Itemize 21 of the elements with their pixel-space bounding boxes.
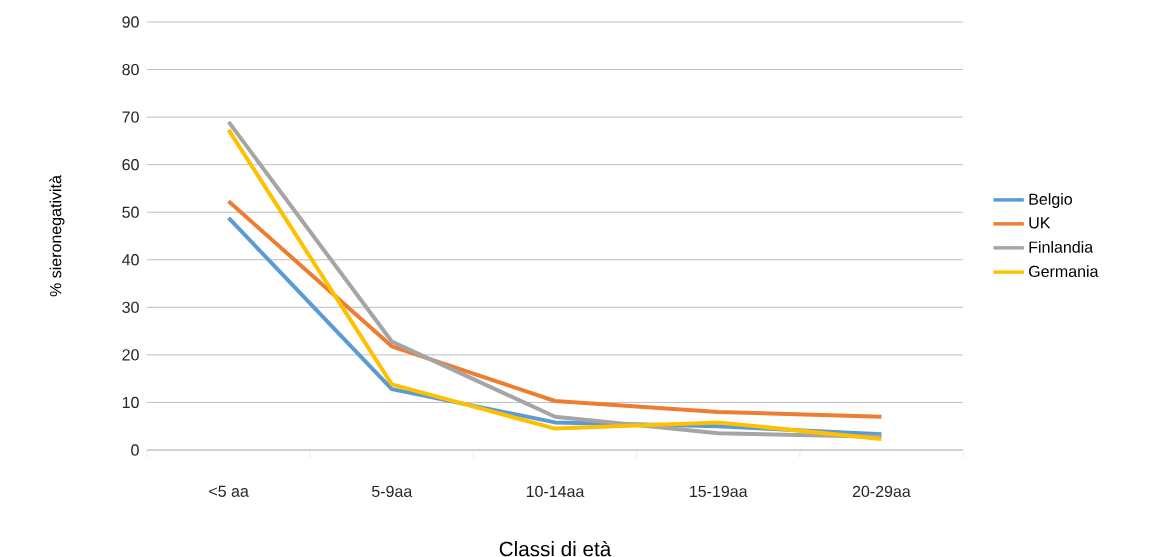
y-tick-label: 10 xyxy=(122,396,139,409)
y-tick-label: 80 xyxy=(122,63,139,76)
x-axis-title: Classi di età xyxy=(499,540,612,557)
x-tick-label: <5 aa xyxy=(209,485,249,497)
x-tick-label: 20-29aa xyxy=(852,485,911,498)
y-axis-title: % sieronegatività xyxy=(49,175,65,297)
y-tick-label: 30 xyxy=(122,301,139,313)
x-tick-label: 10-14aa xyxy=(526,485,585,498)
y-tick-label: 0 xyxy=(131,444,139,456)
y-tick-label: 20 xyxy=(122,349,139,361)
y-tick-label: 90 xyxy=(122,16,139,28)
legend-label: Finlandia xyxy=(1029,241,1094,253)
x-tick-label: 5-9aa xyxy=(372,485,413,498)
legend-label: UK xyxy=(1029,217,1051,229)
legend-label: Germania xyxy=(1029,265,1099,278)
legend-label: Belgio xyxy=(1029,193,1073,209)
y-tick-label: 60 xyxy=(122,159,139,171)
y-tick-label: 70 xyxy=(122,111,139,123)
y-tick-label: 50 xyxy=(122,206,139,218)
y-tick-label: 40 xyxy=(122,254,139,266)
x-tick-label: 15-19aa xyxy=(690,485,748,498)
